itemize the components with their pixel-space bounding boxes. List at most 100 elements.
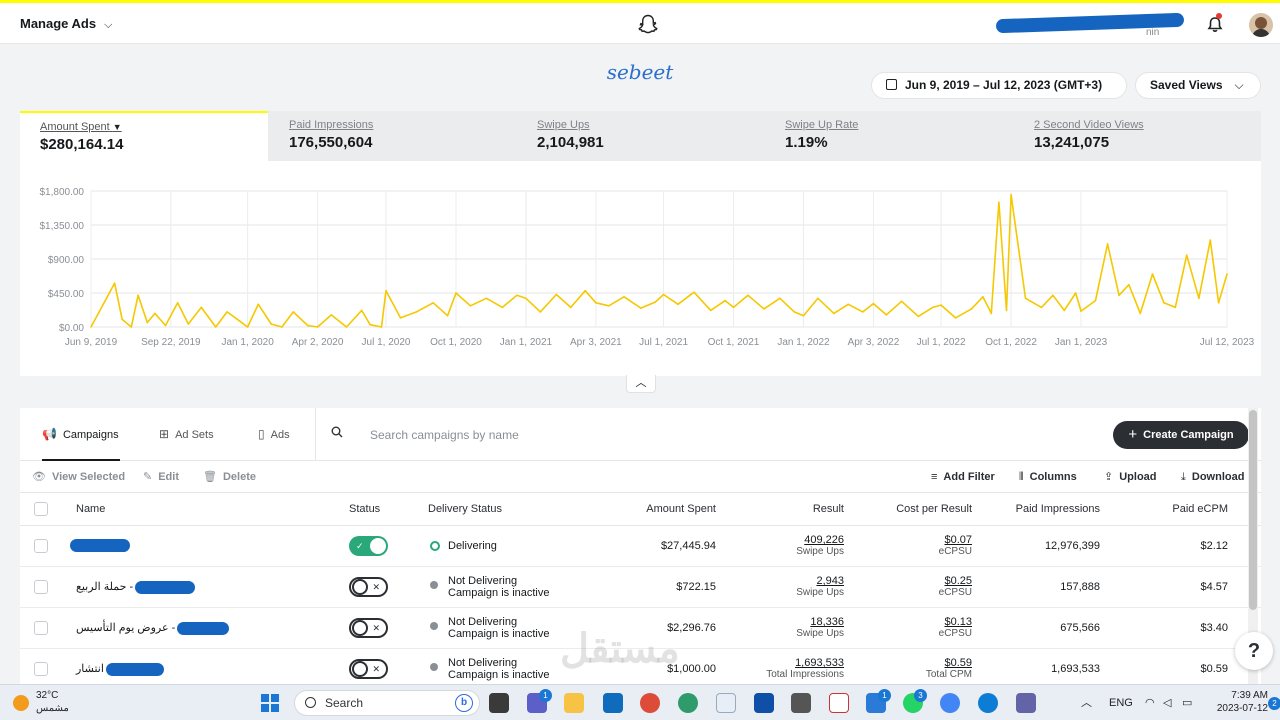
date-range-picker[interactable]: Jun 9, 2019 – Jul 12, 2023 (GMT+3)	[871, 72, 1127, 99]
download-button[interactable]: ⤓ Download	[1181, 462, 1244, 492]
browser-icon[interactable]	[678, 693, 698, 713]
data-point	[1151, 273, 1154, 275]
data-point	[380, 326, 383, 328]
calendar-icon	[886, 79, 897, 90]
table-scrollbar-thumb[interactable]	[1249, 410, 1257, 610]
cost-per-result[interactable]: $0.07 eCPSU	[872, 534, 972, 557]
metric-tab-video-views[interactable]: 2 Second Video Views 13,241,075	[1014, 111, 1262, 161]
data-point	[747, 294, 749, 297]
saved-views-dropdown[interactable]: Saved Views ⌵	[1135, 72, 1261, 99]
windows-start-icon[interactable]	[261, 694, 279, 712]
data-point	[940, 304, 942, 306]
notepad-icon[interactable]	[716, 693, 736, 713]
view-selected-button[interactable]: 👁 View Selected	[32, 462, 125, 492]
status-toggle[interactable]: ✕	[349, 618, 388, 638]
col-cost-per-result[interactable]: Cost per Result	[896, 503, 972, 515]
status-toggle[interactable]: ✕	[349, 577, 388, 597]
row-checkbox[interactable]	[34, 662, 48, 676]
cost-per-result[interactable]: $0.13 eCPSU	[872, 616, 972, 639]
mail-icon[interactable]	[754, 693, 774, 713]
table-row[interactable]: انتشار ✕ Not Delivering Campaign is inact…	[20, 649, 1261, 688]
cpr-value: $0.07	[944, 534, 972, 546]
bing-icon[interactable]: b	[455, 694, 473, 712]
cost-per-result[interactable]: $0.25 eCPSU	[872, 575, 972, 598]
table-row[interactable]: عروض يوم التأسيس - ✕ Not Delivering Campa…	[20, 608, 1261, 649]
file-explorer-icon[interactable]	[564, 693, 584, 713]
status-toggle[interactable]: ✓	[349, 536, 388, 556]
help-button[interactable]: ?	[1235, 632, 1273, 670]
metric-tab-swipe-up-rate[interactable]: Swipe Up Rate 1.19%	[765, 111, 1013, 161]
table-row[interactable]: حملة الربيع - ✕ Not Delivering Campaign i…	[20, 567, 1261, 608]
result[interactable]: 409,226 Swipe Ups	[744, 534, 844, 557]
edit-button[interactable]: ✎ Edit	[143, 462, 179, 492]
store-icon[interactable]	[603, 693, 623, 713]
upload-button[interactable]: ⇪ Upload	[1104, 462, 1157, 492]
tray-chevron-up-icon[interactable]: ︿	[1081, 697, 1092, 709]
calculator-icon[interactable]	[791, 693, 811, 713]
amount-spent: $1,000.00	[667, 663, 716, 675]
col-amount-spent[interactable]: Amount Spent	[646, 503, 716, 515]
col-delivery-status[interactable]: Delivery Status	[428, 503, 502, 515]
delete-button[interactable]: 🗑 Delete	[203, 462, 256, 492]
metric-tab-swipe-ups[interactable]: Swipe Ups 2,104,981	[517, 111, 765, 161]
row-checkbox[interactable]	[34, 539, 48, 553]
data-point	[595, 302, 597, 304]
chrome-icon[interactable]	[640, 693, 660, 713]
tab-ad-sets[interactable]: ⊞ Ad Sets	[159, 408, 214, 461]
col-paid-ecpm[interactable]: Paid eCPM	[1172, 503, 1228, 515]
data-point	[316, 326, 319, 328]
result[interactable]: 18,336 Swipe Ups	[744, 616, 844, 639]
teams-icon[interactable]	[1016, 693, 1036, 713]
bell-icon[interactable]	[1205, 15, 1225, 35]
data-point	[990, 312, 993, 315]
clock[interactable]: 7:39 AM 2023-07-12	[1212, 689, 1268, 715]
manage-ads-menu[interactable]: Manage Ads ⌵	[20, 16, 112, 32]
taskbar-search[interactable]: Search b	[294, 690, 480, 716]
search-input[interactable]	[370, 424, 750, 446]
task-view-icon[interactable]	[489, 693, 509, 713]
metric-tab-amount-spent[interactable]: Amount Spent ▼ $280,164.14	[20, 111, 268, 161]
campaign-name[interactable]: عروض يوم التأسيس -	[76, 621, 230, 635]
result[interactable]: 1,693,533 Total Impressions	[744, 657, 844, 680]
weather-widget[interactable]: 32°C مشمس	[36, 689, 69, 715]
col-result[interactable]: Result	[812, 503, 844, 515]
row-checkbox[interactable]	[34, 580, 48, 594]
wifi-icon[interactable]: ◠	[1145, 697, 1155, 709]
select-all-checkbox[interactable]	[34, 502, 48, 516]
collapse-chart-button[interactable]: ︿	[626, 375, 656, 393]
data-point	[608, 305, 610, 307]
data-point	[214, 326, 217, 328]
avatar[interactable]	[1249, 13, 1273, 37]
create-campaign-button[interactable]: + Create Campaign	[1113, 421, 1249, 449]
metric-tab-paid-impressions[interactable]: Paid Impressions 176,550,604	[269, 111, 517, 161]
edge-icon[interactable]	[978, 693, 998, 713]
table-row[interactable]: ✓ Delivering $27,445.94 409,226 Swipe Ups…	[20, 526, 1261, 567]
cost-per-result[interactable]: $0.59 Total CPM	[872, 657, 972, 680]
snapchat-ghost-icon[interactable]	[636, 13, 660, 37]
chrome-profile-icon[interactable]	[940, 693, 960, 713]
notification-count-badge[interactable]: 2	[1268, 697, 1280, 710]
snipping-tool-icon[interactable]	[829, 693, 849, 713]
col-name[interactable]: Name	[76, 503, 106, 515]
x-icon: ✕	[372, 582, 380, 592]
chat-badge: 1	[539, 689, 552, 702]
col-status[interactable]: Status	[349, 503, 381, 515]
campaign-name[interactable]: حملة الربيع -	[76, 580, 196, 594]
data-point	[779, 297, 781, 300]
tab-campaigns[interactable]: 📢 Campaigns	[42, 408, 120, 461]
notification-dot	[1216, 13, 1222, 19]
speaker-icon[interactable]: ◁	[1163, 697, 1172, 709]
status-toggle[interactable]: ✕	[349, 659, 388, 679]
row-checkbox[interactable]	[34, 621, 48, 635]
language-indicator[interactable]: ENG	[1109, 697, 1133, 709]
y-tick-label: $1,350.00	[40, 221, 85, 232]
col-paid-impressions[interactable]: Paid Impressions	[1015, 503, 1100, 515]
sun-icon[interactable]	[13, 695, 29, 711]
campaign-name[interactable]: انتشار	[76, 662, 164, 676]
campaign-name[interactable]	[70, 539, 130, 552]
result[interactable]: 2,943 Swipe Ups	[744, 575, 844, 598]
tab-ads[interactable]: ▯ Ads	[258, 408, 290, 461]
columns-button[interactable]: ⫴ Columns	[1019, 462, 1077, 492]
battery-icon[interactable]: ▭	[1182, 697, 1193, 709]
add-filter-button[interactable]: ≡ Add Filter	[931, 462, 995, 492]
